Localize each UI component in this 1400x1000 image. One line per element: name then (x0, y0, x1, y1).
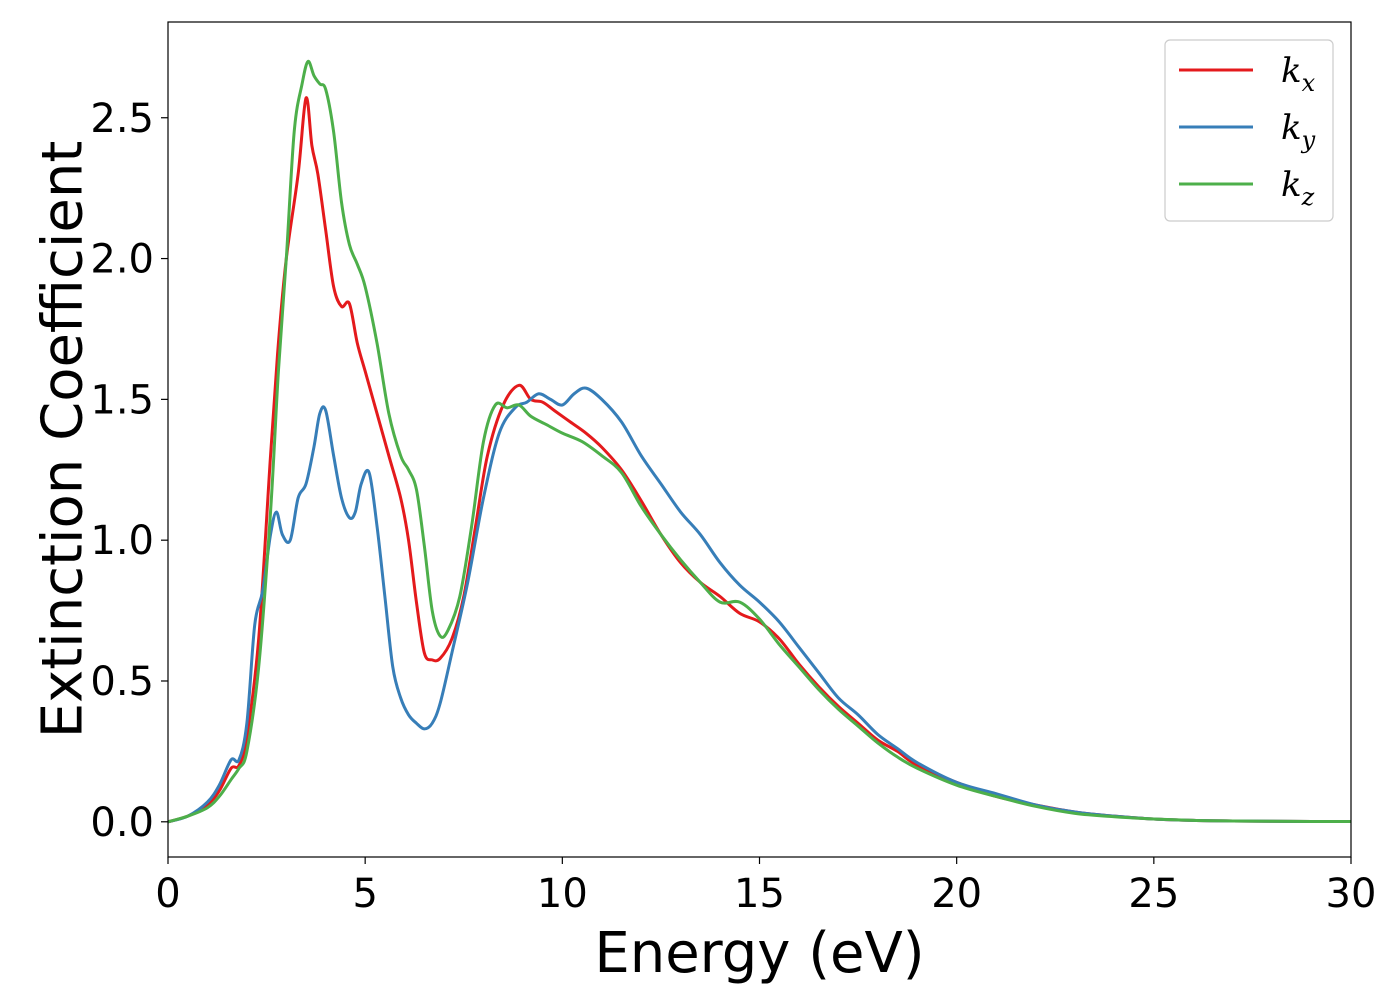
x-tick-label: 20 (931, 871, 982, 917)
legend-box (1164, 39, 1334, 222)
x-tick-label: 0 (155, 871, 180, 917)
legend-label-x: kx (1281, 51, 1316, 97)
x-axis-label: Energy (eV) (594, 921, 924, 986)
legend-label-z: kz (1281, 165, 1315, 211)
y-tick-label: 1.5 (90, 377, 154, 423)
x-tick-label: 5 (352, 871, 377, 917)
y-axis-label: Extinction Coefficient (31, 141, 96, 739)
y-tick-label: 0.0 (90, 800, 154, 846)
y-axis-ticks: 0.0 0.5 1.0 1.5 2.0 2.5 (90, 96, 168, 846)
y-tick-label: 2.5 (90, 96, 154, 142)
x-tick-label: 30 (1326, 871, 1377, 917)
y-tick-label: 1.0 (90, 518, 154, 564)
x-axis-ticks: 0 5 10 15 20 25 30 (155, 857, 1376, 917)
series-line-z (168, 59, 1351, 824)
legend: kx ky kz (1164, 39, 1334, 222)
y-tick-label: 0.5 (90, 659, 154, 705)
series-line-y (168, 386, 1351, 824)
series-layer (168, 59, 1351, 824)
y-tick-label: 2.0 (90, 237, 154, 283)
x-tick-label: 10 (537, 871, 588, 917)
x-tick-label: 15 (734, 871, 785, 917)
legend-label-y: ky (1281, 108, 1316, 154)
x-tick-label: 25 (1128, 871, 1179, 917)
